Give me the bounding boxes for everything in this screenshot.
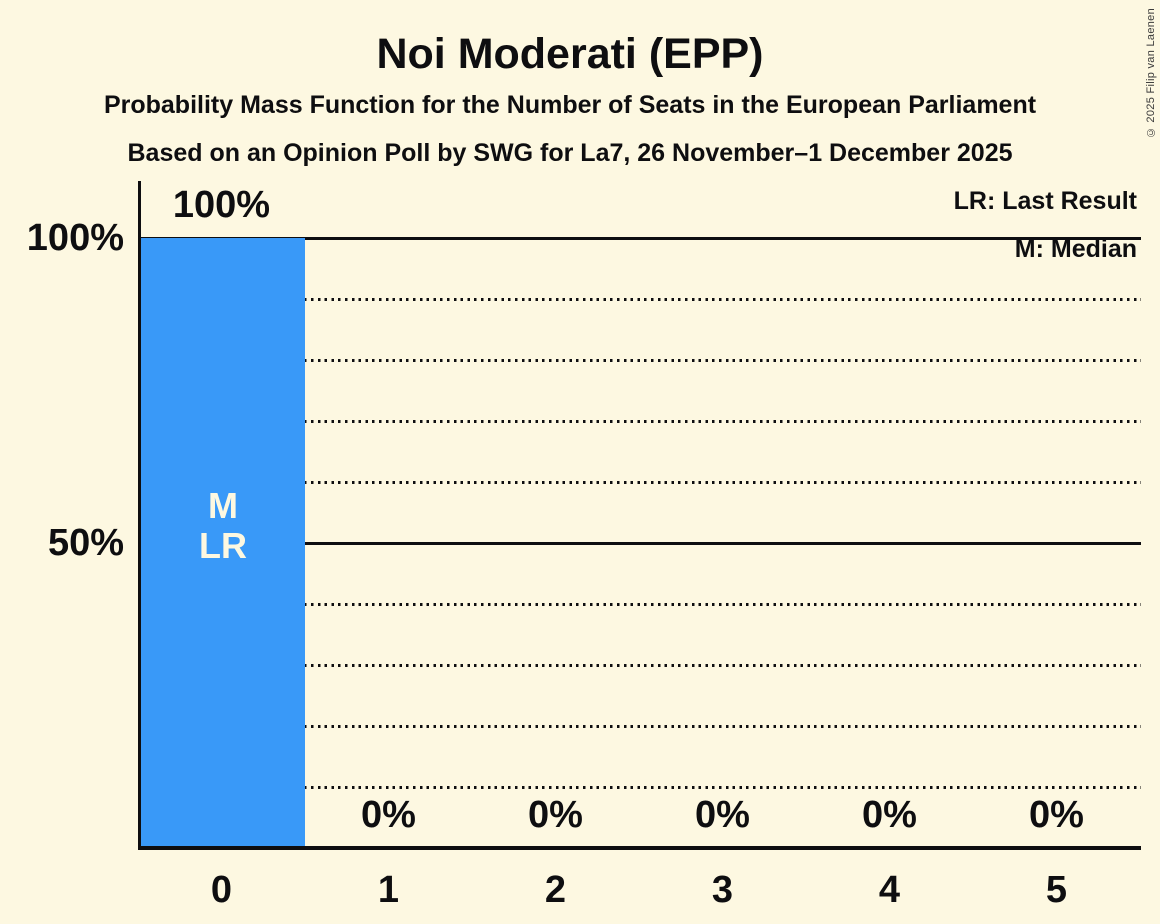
gridline-60pct bbox=[141, 480, 1141, 484]
chart-source-line: Based on an Opinion Poll by SWG for La7,… bbox=[127, 139, 1013, 167]
bar-value-label-3: 0% bbox=[695, 794, 750, 836]
copyright-notice: © 2025 Filip van Laenen bbox=[1145, 8, 1157, 139]
x-tick-label-3: 3 bbox=[711, 869, 734, 911]
gridline-70pct bbox=[141, 419, 1141, 423]
x-tick-label-0: 0 bbox=[210, 869, 233, 911]
bar-value-label-4: 0% bbox=[862, 794, 917, 836]
gridline-90pct bbox=[141, 297, 1141, 301]
bar-slot-3: 0% 3 bbox=[639, 181, 806, 911]
x-tick-label-2: 2 bbox=[544, 869, 567, 911]
gridline-50pct bbox=[141, 541, 1141, 545]
bar-value-label-5: 0% bbox=[1029, 794, 1084, 836]
x-tick-label-4: 4 bbox=[878, 869, 901, 911]
chart-subtitle: Probability Mass Function for the Number… bbox=[103, 91, 1037, 119]
bar-slot-4: 0% 4 bbox=[806, 181, 973, 911]
bar-value-label-0: 100% bbox=[172, 184, 271, 226]
bar-slot-2: 0% 2 bbox=[472, 181, 639, 911]
gridline-80pct bbox=[141, 358, 1141, 362]
x-tick-label-1: 1 bbox=[377, 869, 400, 911]
bar-value-label-1: 0% bbox=[361, 794, 416, 836]
y-axis-label-50pct: 50% bbox=[47, 522, 124, 564]
gridline-40pct bbox=[141, 602, 1141, 606]
bar-annotation-median-last-result: M LR bbox=[141, 486, 305, 566]
x-tick-label-5: 5 bbox=[1045, 869, 1068, 911]
legend-median-label: M: Median bbox=[1014, 235, 1137, 263]
bar-slot-0: M LR 100% 0 bbox=[138, 181, 305, 911]
x-axis-line bbox=[138, 846, 1141, 850]
bar-slot-5: 0% 5 bbox=[973, 181, 1140, 911]
bar-slot-1: 0% 1 bbox=[305, 181, 472, 911]
bar-value-label-2: 0% bbox=[528, 794, 583, 836]
y-axis-line bbox=[138, 181, 141, 850]
gridline-100pct bbox=[141, 236, 1141, 240]
y-axis-label-100pct: 100% bbox=[26, 217, 124, 259]
bar-annotation-line: LR bbox=[199, 525, 247, 566]
plot-area: M LR 100% 0 0% 1 0% 2 0% 3 0% 4 0% 5 bbox=[138, 181, 1141, 911]
legend-last-result-label: LR: Last Result bbox=[953, 187, 1137, 215]
bar-annotation-line: M bbox=[208, 485, 238, 526]
gridline-10pct bbox=[141, 785, 1141, 789]
gridline-20pct bbox=[141, 724, 1141, 728]
gridline-30pct bbox=[141, 663, 1141, 667]
page-title: Noi Moderati (EPP) bbox=[376, 30, 764, 78]
probability-bar-0: M LR bbox=[141, 238, 305, 848]
